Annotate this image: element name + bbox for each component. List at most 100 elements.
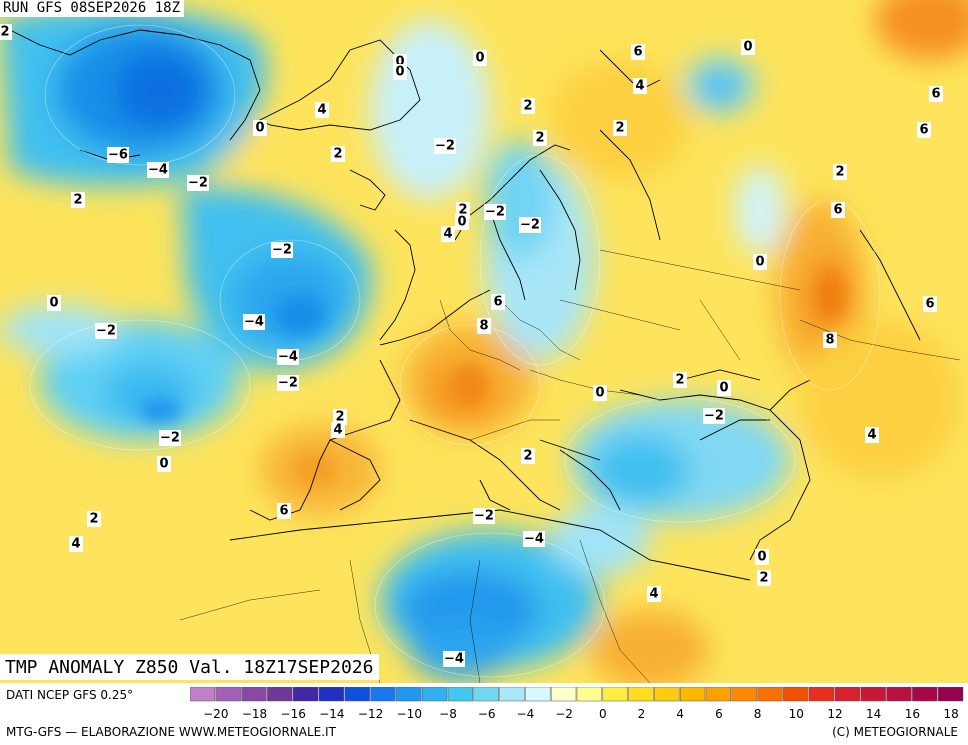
contour-label-bg (717, 380, 731, 396)
legend-swatch (292, 687, 319, 702)
contour-label-bg (755, 549, 769, 565)
contour-label: 2 (335, 410, 344, 425)
data-source: DATI NCEP GFS 0.25° (6, 688, 134, 702)
contour-label-bg (491, 294, 505, 310)
contour-label-bg (271, 242, 293, 258)
contour-label-bg (277, 503, 291, 519)
legend-swatch (602, 687, 628, 702)
contour-label: 8 (479, 319, 488, 334)
contour-label-bg (159, 430, 181, 446)
footer: DATI NCEP GFS 0.25° −20 −18 −16 −14 −12 −10 −8… (0, 683, 968, 745)
coastlines (9, 29, 921, 581)
contour-label: 0 (159, 457, 168, 472)
contour-label: 0 (395, 65, 404, 80)
legend-swatch (550, 687, 577, 702)
legend-tick-label: 6 (715, 707, 723, 721)
contour-label-bg (917, 122, 931, 138)
legend-tick-label: −16 (281, 707, 306, 721)
legend-swatch (886, 687, 912, 702)
contour-label: 6 (493, 295, 502, 310)
contour-label-bg (441, 226, 455, 242)
contour-label-bg (331, 422, 345, 438)
contour-label-bg (865, 427, 879, 443)
legend-tick-label: −2 (555, 707, 573, 721)
contour-label-bg (473, 508, 495, 524)
contour-label: 0 (49, 296, 58, 311)
legend-tick-label: 14 (866, 707, 881, 721)
contour-label: 4 (867, 428, 876, 443)
legend-swatch (447, 687, 474, 702)
contour-label: −2 (474, 509, 494, 524)
contour-label: 4 (443, 227, 452, 242)
contour-label: 6 (833, 203, 842, 218)
legend-swatch (241, 687, 267, 702)
contour-label-bg (473, 50, 487, 66)
contour-label-bg (833, 164, 847, 180)
legend-swatch (421, 687, 448, 702)
contour-label-bg (741, 39, 755, 55)
legend-tick-label: −6 (478, 707, 496, 721)
contour-label-bg (613, 120, 627, 136)
contour-label: −4 (524, 532, 544, 547)
legend-swatch (267, 687, 293, 702)
contour-label-bg (673, 372, 687, 388)
legend-swatch (731, 687, 757, 702)
contour-label: −6 (108, 148, 128, 163)
contour-label-bg (243, 314, 265, 330)
legend-swatch (370, 687, 396, 702)
legend-tick-label: 0 (599, 707, 607, 721)
contour-label-bg (315, 102, 329, 118)
contour-label: 0 (255, 121, 264, 136)
legend-swatch (808, 687, 835, 702)
contour-label-bg (69, 536, 83, 552)
contour-label-bg (923, 296, 937, 312)
borders (179, 249, 961, 683)
contour-label-bg (47, 295, 61, 311)
legend-tick-label: −20 (203, 707, 228, 721)
contour-label: 2 (73, 193, 82, 208)
legend-tick-label: 16 (905, 707, 920, 721)
legend-tick-label: −18 (242, 707, 267, 721)
legend-tick-label: −8 (439, 707, 457, 721)
contour-label: 2 (333, 147, 342, 162)
contour-label-bg (187, 175, 209, 191)
contour-label: 2 (759, 571, 768, 586)
map-title: TMP ANOMALY Z850 Val. 18Z17SEP2026 (0, 654, 380, 680)
contour-label-bg (519, 217, 541, 233)
legend-swatch (705, 687, 732, 702)
copyright: (C) METEOGIORNALE (832, 725, 958, 739)
contour-label: 0 (743, 40, 752, 55)
contour-label-bg (443, 651, 465, 667)
contour-label-bg (631, 44, 645, 60)
contour-label-bg (71, 192, 85, 208)
legend-tick-label: 4 (676, 707, 684, 721)
contour-label-bg (647, 586, 661, 602)
contour-label: −4 (244, 315, 264, 330)
contour-label-bg (593, 385, 607, 401)
contour-label: 4 (333, 423, 342, 438)
contour-label-bg (521, 448, 535, 464)
contour-label-bg (753, 254, 767, 270)
contour-label: 0 (595, 386, 604, 401)
legend-swatch (215, 687, 241, 702)
legend-swatch (783, 687, 809, 702)
contour-label: −4 (148, 163, 168, 178)
contour-label: 6 (633, 45, 642, 60)
contour-label: 8 (825, 333, 834, 348)
contour-label: 4 (317, 103, 326, 118)
anomaly-detail (140, 270, 844, 488)
legend-swatch (344, 687, 370, 702)
contour-label-bg (831, 202, 845, 218)
contour-label: 4 (71, 537, 80, 552)
contour-label: 2 (458, 203, 467, 218)
contour-label: 0 (719, 381, 728, 396)
legend-swatch (834, 687, 861, 702)
legend-tick-label: −4 (517, 707, 535, 721)
contour-label: 2 (0, 25, 9, 40)
contour-label: −2 (160, 431, 180, 446)
legend-swatch (473, 687, 499, 702)
contour-label-bg (455, 214, 469, 230)
contour-label-bg (277, 375, 299, 391)
contour-label-bg (757, 570, 771, 586)
